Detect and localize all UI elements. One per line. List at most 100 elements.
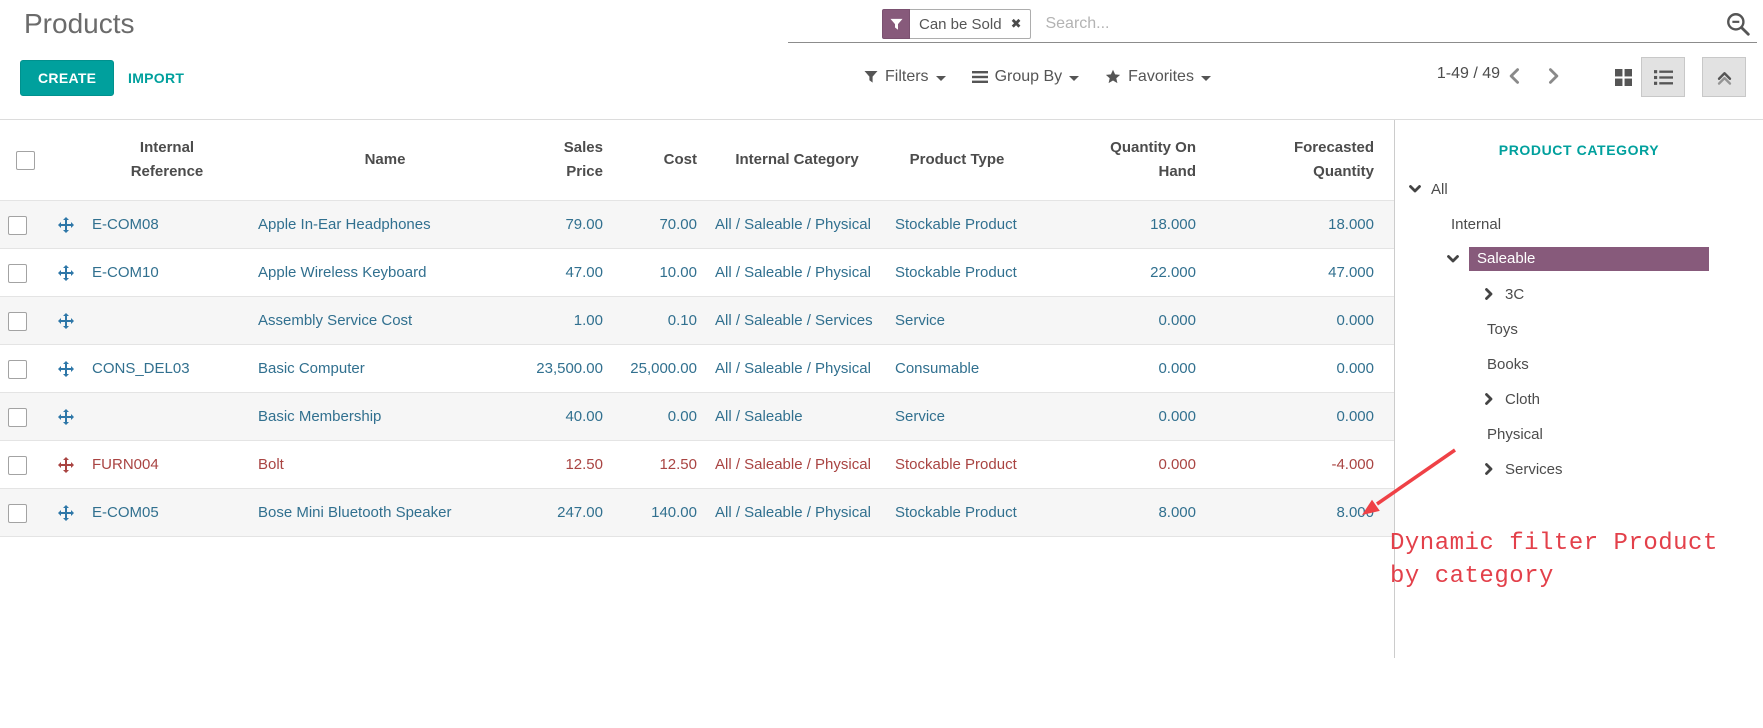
- import-button[interactable]: IMPORT: [118, 60, 194, 96]
- table-row[interactable]: Assembly Service Cost 1.00 0.10 All / Sa…: [0, 296, 1394, 345]
- row-checkbox[interactable]: [8, 407, 27, 427]
- cell-name: Apple In-Ear Headphones: [258, 216, 431, 233]
- cell-internal-reference: CONS_DEL03: [92, 360, 190, 377]
- annotation-text: Dynamic filter Product by category: [1390, 530, 1718, 590]
- chevron-right-icon[interactable]: [1481, 461, 1497, 477]
- cell-internal-reference: FURN004: [92, 456, 159, 473]
- chevron-right-icon[interactable]: [1481, 286, 1497, 302]
- cell-qty-on-hand: 8.000: [1158, 504, 1196, 521]
- category-item-physical[interactable]: Physical: [1487, 425, 1543, 443]
- products-table: Internal Reference Name Sales Price Cost…: [0, 120, 1394, 537]
- cell-cost: 140.00: [651, 504, 697, 521]
- cell-name: Bose Mini Bluetooth Speaker: [258, 504, 452, 521]
- chevron-down-icon[interactable]: [1407, 181, 1423, 197]
- category-item-services[interactable]: Services: [1395, 456, 1763, 482]
- pager-range: 1-49 / 49: [1436, 65, 1500, 82]
- drag-handle-icon[interactable]: [58, 361, 76, 377]
- drag-handle-icon[interactable]: [58, 265, 76, 281]
- drag-handle-icon[interactable]: [58, 409, 76, 425]
- column-internal-category[interactable]: Internal Category: [735, 151, 859, 168]
- drag-handle-icon[interactable]: [58, 313, 76, 329]
- kanban-view-button[interactable]: [1601, 57, 1645, 97]
- row-checkbox[interactable]: [8, 263, 27, 283]
- cell-cost: 0.00: [667, 408, 697, 425]
- column-sales-price[interactable]: Sales Price: [563, 139, 603, 180]
- cell-forecasted-qty: 47.000: [1328, 264, 1374, 281]
- cell-qty-on-hand: 22.000: [1150, 264, 1196, 281]
- cell-forecasted-qty: 0.000: [1336, 360, 1374, 377]
- category-item-books[interactable]: Books: [1487, 355, 1529, 373]
- cell-internal-reference: E-COM08: [92, 216, 159, 233]
- table-row[interactable]: E-COM05 Bose Mini Bluetooth Speaker 247.…: [0, 488, 1394, 537]
- row-checkbox[interactable]: [8, 455, 27, 475]
- collapse-panel-button[interactable]: [1702, 57, 1746, 97]
- cell-name: Assembly Service Cost: [258, 312, 413, 329]
- favorites-star-icon: [1105, 69, 1121, 85]
- filters-dropdown[interactable]: Filters: [864, 68, 946, 86]
- table-row[interactable]: E-COM08 Apple In-Ear Headphones 79.00 70…: [0, 200, 1394, 249]
- category-item-toys[interactable]: Toys: [1487, 320, 1518, 338]
- drag-handle-icon[interactable]: [58, 217, 76, 233]
- chevron-down-icon[interactable]: [1445, 251, 1461, 267]
- column-cost[interactable]: Cost: [663, 151, 697, 168]
- row-checkbox[interactable]: [8, 359, 27, 379]
- column-product-type[interactable]: Product Type: [909, 151, 1005, 168]
- cell-sales-price: 1.00: [573, 312, 603, 329]
- cell-sales-price: 79.00: [565, 216, 603, 233]
- sidebar-divider: [1394, 120, 1395, 658]
- search-input[interactable]: [1043, 14, 1725, 34]
- cell-internal-category: All / Saleable / Physical: [715, 216, 871, 233]
- category-item-saleable[interactable]: Saleable: [1395, 246, 1763, 272]
- cell-name: Basic Computer: [258, 360, 365, 377]
- column-forecasted-qty[interactable]: Forecasted Quantity: [1293, 139, 1374, 180]
- facet-label: Can be Sold: [919, 15, 1002, 33]
- caret-down-icon: [1069, 75, 1080, 81]
- table-row[interactable]: Basic Membership 40.00 0.00 All / Saleab…: [0, 392, 1394, 441]
- column-internal-reference[interactable]: Internal Reference: [130, 139, 204, 180]
- row-checkbox[interactable]: [8, 503, 27, 523]
- category-item-3c[interactable]: 3C: [1395, 281, 1763, 307]
- row-checkbox[interactable]: [8, 311, 27, 331]
- cell-internal-reference: [84, 297, 250, 345]
- drag-handle-icon[interactable]: [58, 505, 76, 521]
- caret-down-icon: [1200, 75, 1211, 81]
- header-divider: [0, 119, 1763, 120]
- page-title: Products: [24, 8, 135, 39]
- cell-cost: 0.10: [667, 312, 697, 329]
- favorites-dropdown[interactable]: Favorites: [1105, 68, 1211, 86]
- search-icon[interactable]: [1725, 11, 1751, 37]
- facet-remove-icon[interactable]: ✖: [1010, 16, 1022, 31]
- column-name[interactable]: Name: [364, 151, 406, 168]
- category-item-internal[interactable]: Internal: [1451, 215, 1502, 233]
- table-row[interactable]: E-COM10 Apple Wireless Keyboard 47.00 10…: [0, 248, 1394, 297]
- cell-sales-price: 40.00: [565, 408, 603, 425]
- chevron-right-icon[interactable]: [1481, 391, 1497, 407]
- category-item-all[interactable]: All: [1395, 176, 1763, 202]
- caret-down-icon: [935, 75, 946, 81]
- cell-name: Bolt: [258, 456, 284, 473]
- cell-internal-category: All / Saleable / Physical: [715, 504, 871, 521]
- list-view-button[interactable]: [1641, 57, 1685, 97]
- annotation-arrow: [1362, 448, 1456, 515]
- row-checkbox[interactable]: [8, 215, 27, 235]
- pager-next-button[interactable]: [1538, 62, 1568, 90]
- select-all-checkbox[interactable]: [15, 150, 35, 170]
- cell-forecasted-qty: 18.000: [1328, 216, 1374, 233]
- cell-internal-category: All / Saleable / Physical: [715, 264, 871, 281]
- control-panel-buttons: Filters Group By Favorites: [864, 60, 1211, 94]
- column-qty-on-hand[interactable]: Quantity On Hand: [1110, 139, 1196, 180]
- category-item-cloth[interactable]: Cloth: [1395, 386, 1763, 412]
- cell-internal-category: All / Saleable / Services: [715, 312, 873, 329]
- pager-previous-button[interactable]: [1500, 62, 1530, 90]
- create-button[interactable]: CREATE: [20, 60, 115, 96]
- cell-sales-price: 23,500.00: [536, 360, 603, 377]
- filters-icon: [864, 70, 878, 84]
- table-row[interactable]: FURN004 Bolt 12.50 12.50 All / Saleable …: [0, 440, 1394, 489]
- table-row[interactable]: CONS_DEL03 Basic Computer 23,500.00 25,0…: [0, 344, 1394, 393]
- cell-qty-on-hand: 0.000: [1158, 456, 1196, 473]
- category-tree: All Internal Saleable 3C Toys Books Clot…: [1395, 176, 1763, 482]
- drag-handle-icon[interactable]: [58, 457, 76, 473]
- group-by-dropdown[interactable]: Group By: [972, 68, 1080, 86]
- group-by-icon: [972, 70, 988, 84]
